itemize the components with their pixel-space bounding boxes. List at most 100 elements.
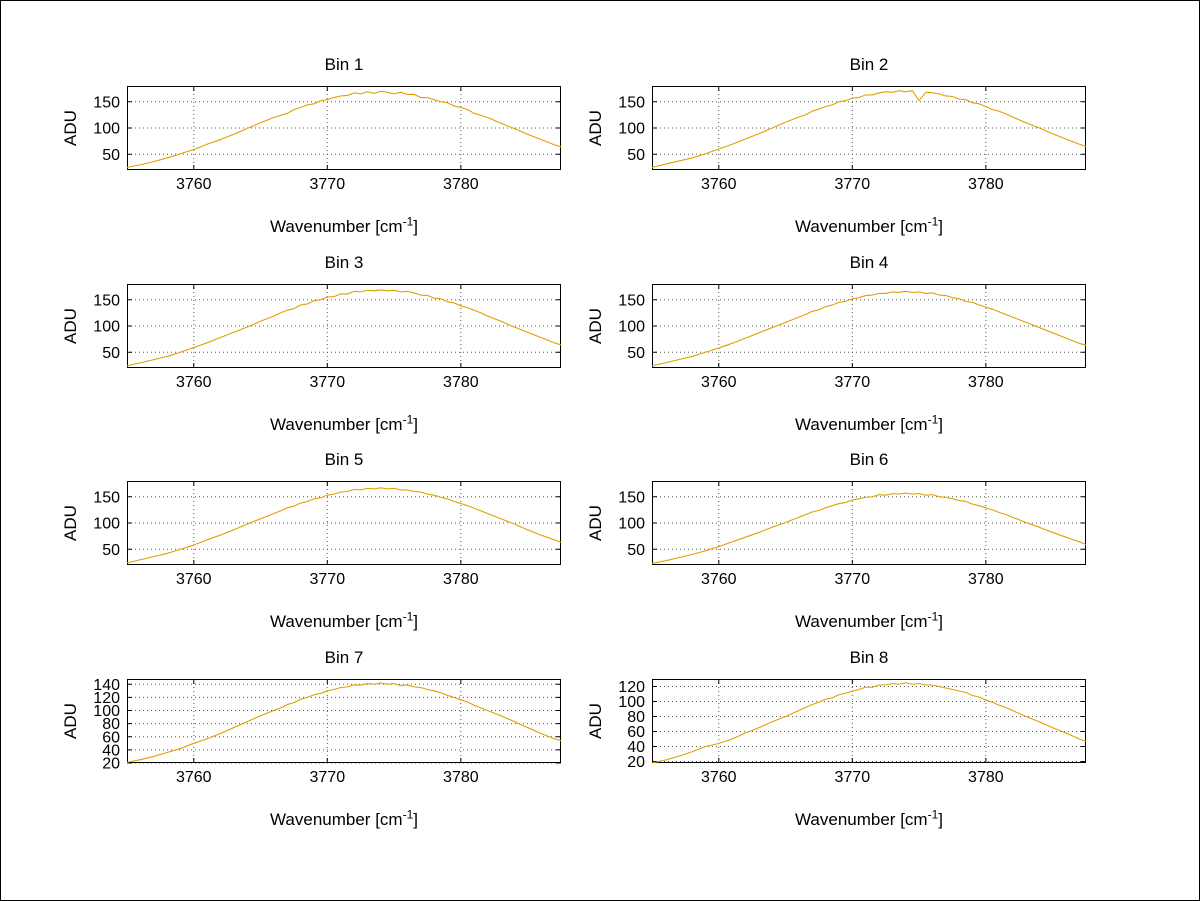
x-tick-label: 3770: [835, 176, 871, 193]
y-tick-label: 100: [618, 516, 645, 533]
y-tick-label: 80: [102, 716, 120, 733]
subplot-bin-4: Bin 4 ADU 3760 3770 3780 50 100 150 Wavenumbe…: [582, 249, 1112, 446]
y-tick-label: 100: [618, 121, 645, 138]
x-axis-label-superscript: -1: [927, 214, 939, 229]
x-tick-label: 3780: [443, 571, 479, 588]
x-tick-label: 3770: [835, 374, 871, 391]
y-axis-label: ADU: [586, 110, 605, 146]
plot-canvas: 3760 3770 3780 50 100 150: [618, 481, 1087, 588]
x-axis-label-close: ]: [413, 612, 418, 631]
x-tick-label: 3760: [176, 374, 212, 391]
y-tick-label: 20: [627, 754, 645, 771]
plot-title: Bin 3: [324, 253, 364, 272]
plot-title: Bin 4: [849, 253, 889, 272]
x-axis-label: Wavenumber [cm-1]: [652, 214, 1086, 237]
x-axis-label-superscript: -1: [402, 412, 414, 427]
x-tick-label: 3780: [968, 769, 1004, 786]
x-axis-label-text: Wavenumber [cm: [795, 415, 928, 434]
x-tick-label: 3760: [701, 176, 737, 193]
plot-title: Bin 5: [324, 450, 364, 469]
axes-box: [652, 679, 1086, 763]
x-axis-label-superscript: -1: [402, 807, 414, 822]
plot-title: Bin 6: [849, 450, 889, 469]
spectrum-line: [126, 289, 562, 367]
y-tick-label: 50: [627, 345, 645, 362]
axes-box: [127, 679, 561, 763]
subplot-bin-6: Bin 6 ADU 3760 3770 3780 50 100 150 Wavenumbe…: [582, 446, 1112, 643]
x-axis-label-text: Wavenumber [cm: [270, 810, 403, 829]
y-tick-label: 60: [102, 729, 120, 746]
y-tick-label: 20: [102, 756, 120, 773]
y-tick-label: 60: [627, 724, 645, 741]
y-tick-label: 150: [618, 94, 645, 111]
spectrum-line: [651, 290, 1087, 367]
plot-canvas: 3760 3770 3780 50 100 150: [93, 481, 562, 588]
y-axis-label: ADU: [586, 703, 605, 739]
subplot-bin-5: Bin 5 ADU 3760 3770 3780 50 100 150 Wavenumbe…: [57, 446, 587, 643]
y-tick-label: 100: [618, 694, 645, 711]
x-axis-label-superscript: -1: [402, 214, 414, 229]
x-tick-label: 3770: [310, 374, 346, 391]
y-tick-label: 100: [618, 319, 645, 336]
x-tick-label: 3780: [443, 176, 479, 193]
x-axis-label: Wavenumber [cm-1]: [652, 610, 1086, 632]
y-tick-label: 120: [93, 690, 120, 707]
x-axis-label: Wavenumber [cm-1]: [127, 610, 561, 632]
x-axis-label-close: ]: [413, 810, 418, 829]
subplot-bin-2: Bin 2 ADU 3760 3770 3780 50 100 150 Wavenumbe…: [582, 51, 1112, 248]
y-tick-label: 50: [102, 345, 120, 362]
y-axis-label: ADU: [61, 308, 80, 344]
y-tick-label: 50: [102, 147, 120, 164]
x-axis-label-superscript: -1: [927, 412, 939, 427]
y-tick-label: 80: [627, 709, 645, 726]
y-tick-label: 120: [618, 679, 645, 696]
y-tick-label: 100: [93, 121, 120, 138]
plot-canvas: 3760 3770 3780 50 100 150: [93, 86, 562, 193]
x-tick-label: 3770: [835, 769, 871, 786]
x-tick-label: 3770: [835, 571, 871, 588]
x-tick-label: 3780: [443, 769, 479, 786]
y-axis-label: ADU: [61, 110, 80, 146]
plot-canvas: 3760 3770 3780 50 100 150: [93, 284, 562, 391]
y-tick-label: 50: [627, 147, 645, 164]
x-axis-label-text: Wavenumber [cm: [270, 217, 403, 236]
x-tick-label: 3780: [968, 571, 1004, 588]
x-axis-label-close: ]: [938, 612, 943, 631]
y-axis-label: ADU: [61, 703, 80, 739]
y-axis-label: ADU: [586, 308, 605, 344]
x-axis-label-close: ]: [938, 415, 943, 434]
x-axis-label-text: Wavenumber [cm: [795, 810, 928, 829]
x-axis-label: Wavenumber [cm-1]: [652, 412, 1086, 435]
subplot-bin-3: Bin 3 ADU 3760 3770 3780 50 100 150 Wavenumbe…: [57, 249, 587, 446]
x-tick-label: 3760: [176, 176, 212, 193]
x-axis-label-close: ]: [413, 217, 418, 236]
plot-canvas: 3760 3770 3780 50 100 150: [618, 86, 1087, 193]
plot-title: Bin 8: [849, 648, 889, 667]
y-axis-label: ADU: [61, 505, 80, 541]
plot-title: Bin 7: [324, 648, 364, 667]
x-tick-label: 3760: [701, 374, 737, 391]
plot-title: Bin 1: [324, 55, 364, 74]
x-tick-label: 3760: [176, 769, 212, 786]
x-axis-label-superscript: -1: [927, 807, 939, 822]
y-tick-label: 150: [93, 489, 120, 506]
x-tick-label: 3760: [701, 571, 737, 588]
spectrum-line: [126, 682, 562, 763]
y-tick-label: 150: [93, 94, 120, 111]
y-tick-label: 150: [618, 489, 645, 506]
plot-title: Bin 2: [849, 55, 889, 74]
y-tick-label: 40: [102, 742, 120, 759]
x-axis-label: Wavenumber [cm-1]: [127, 807, 561, 830]
x-tick-label: 3770: [310, 769, 346, 786]
y-tick-label: 150: [618, 292, 645, 309]
spectrum-line: [651, 492, 1087, 564]
y-tick-label: 100: [93, 703, 120, 720]
x-axis-label-text: Wavenumber [cm: [270, 415, 403, 434]
y-tick-label: 100: [93, 319, 120, 336]
x-axis-label-close: ]: [938, 217, 943, 236]
spectrum-line: [126, 487, 562, 564]
y-tick-label: 100: [93, 516, 120, 533]
